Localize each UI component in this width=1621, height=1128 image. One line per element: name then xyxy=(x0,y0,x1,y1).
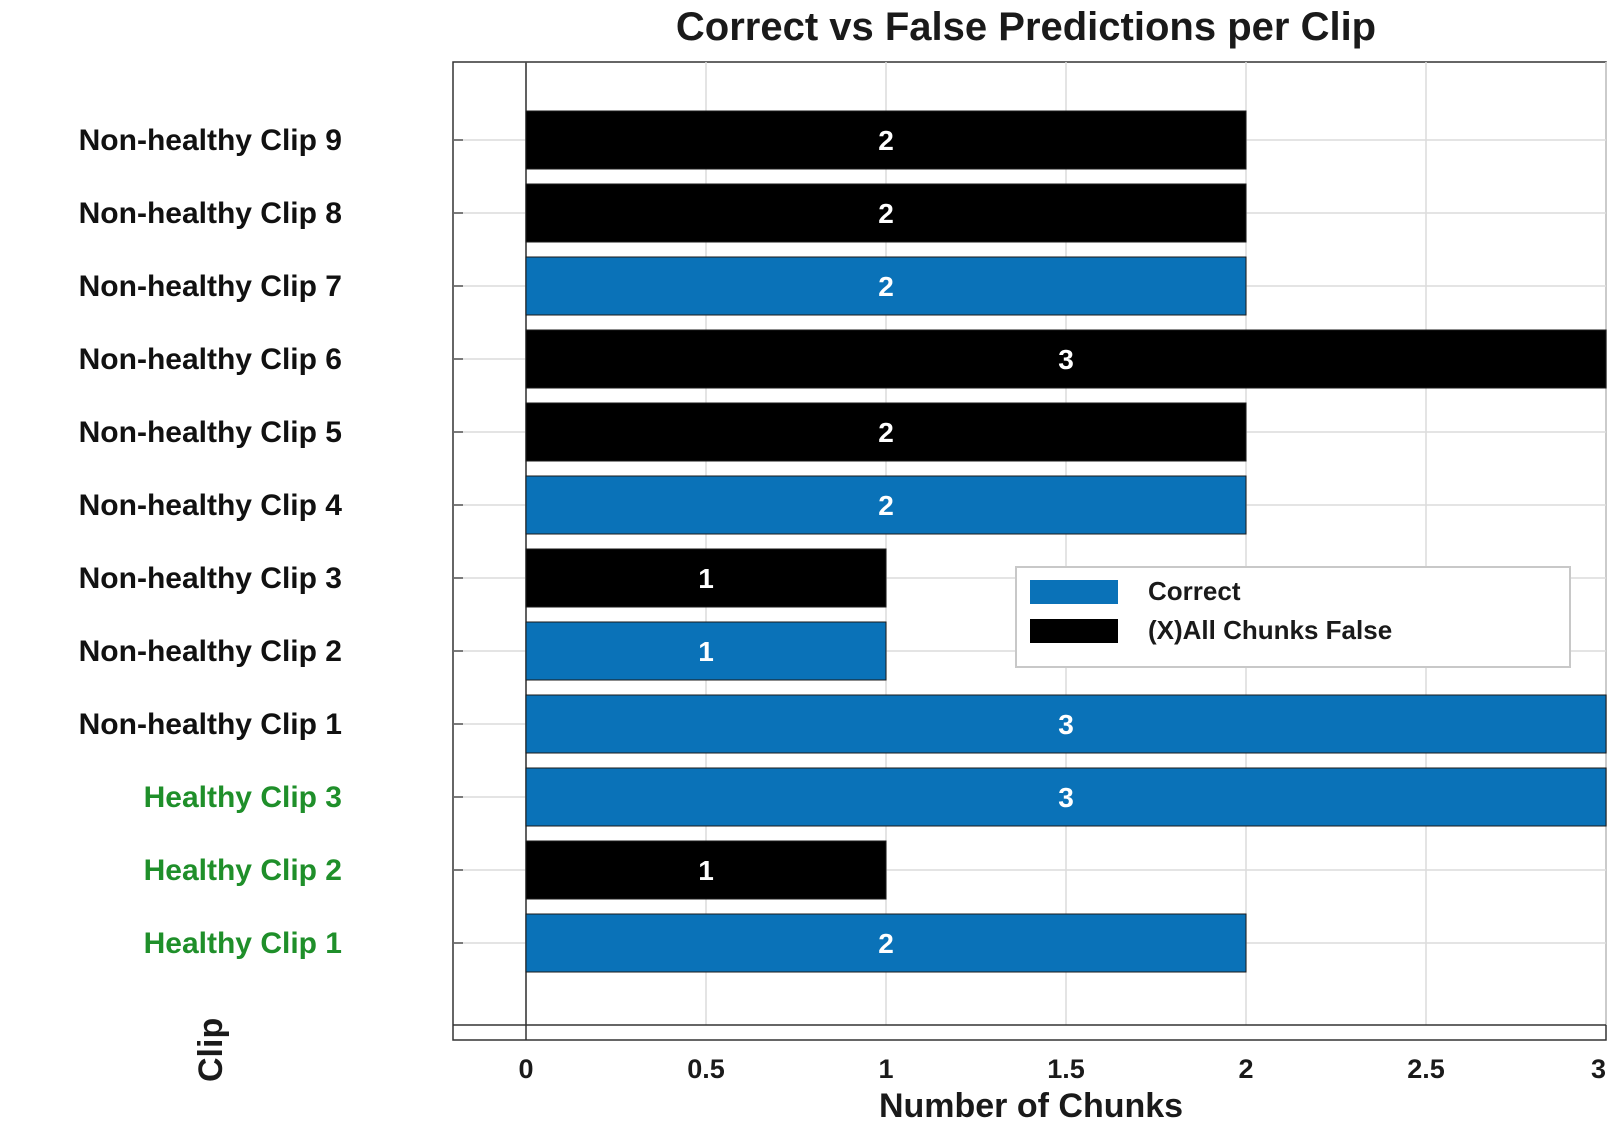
bar-value-label: 2 xyxy=(878,928,894,959)
bar xyxy=(525,475,1247,535)
x-tick-label: 1 xyxy=(878,1054,893,1084)
x-tick-labels: 0 0.5 1 1.5 2 2.5 3 xyxy=(518,1054,1606,1084)
bar xyxy=(525,913,1247,973)
bar xyxy=(525,183,1247,243)
bar xyxy=(525,402,1247,462)
legend-label-correct: Correct xyxy=(1148,576,1241,606)
x-tick-label: 2 xyxy=(1238,1054,1253,1084)
x-tick-label: 1.5 xyxy=(1047,1054,1085,1084)
bar xyxy=(525,621,887,681)
y-tick-label: Non-healthy Clip 6 xyxy=(79,343,342,376)
y-tick-label: Healthy Clip 1 xyxy=(144,927,342,960)
chart-title: Correct vs False Predictions per Clip xyxy=(676,5,1376,49)
bar-value-label: 1 xyxy=(698,855,714,886)
bar xyxy=(525,840,887,900)
x-tick-label: 2.5 xyxy=(1407,1054,1445,1084)
bar-value-label: 3 xyxy=(1058,709,1074,740)
bar-value-label: 3 xyxy=(1058,344,1074,375)
legend-swatch-correct xyxy=(1030,580,1118,604)
x-tick-label: 0.5 xyxy=(687,1054,725,1084)
x-tick-label: 0 xyxy=(518,1054,533,1084)
bar xyxy=(525,767,1607,827)
y-axis-label: Clip xyxy=(192,1018,230,1082)
bar xyxy=(525,329,1607,389)
bar-value-label: 2 xyxy=(878,490,894,521)
bar-value-label: 3 xyxy=(1058,782,1074,813)
y-tick-label: Non-healthy Clip 1 xyxy=(79,708,342,741)
y-tick-labels: Healthy Clip 1 Healthy Clip 2 Healthy Clip… xyxy=(79,124,463,960)
x-axis-label: Number of Chunks xyxy=(879,1087,1183,1125)
y-tick-label: Non-healthy Clip 7 xyxy=(79,270,342,303)
bar-value-label: 2 xyxy=(878,417,894,448)
y-tick-label: Non-healthy Clip 2 xyxy=(79,635,342,668)
bar-value-label: 1 xyxy=(698,563,714,594)
bar xyxy=(525,694,1607,754)
bar xyxy=(525,548,887,608)
y-tick-label: Non-healthy Clip 8 xyxy=(79,197,342,230)
bar-value-label: 1 xyxy=(698,636,714,667)
y-tick-label: Non-healthy Clip 5 xyxy=(79,416,342,449)
bar-value-label: 2 xyxy=(878,125,894,156)
bar xyxy=(525,256,1247,316)
y-tick-label: Healthy Clip 3 xyxy=(144,781,342,814)
bar xyxy=(525,110,1247,170)
y-tick-label: Non-healthy Clip 3 xyxy=(79,562,342,595)
bar-value-label: 2 xyxy=(878,198,894,229)
legend-label-false: (X)All Chunks False xyxy=(1148,615,1392,645)
bar-value-label: 2 xyxy=(878,271,894,302)
legend: Correct (X)All Chunks False xyxy=(1015,566,1571,668)
y-tick-label: Healthy Clip 2 xyxy=(144,854,342,887)
bars: 2 1 3 3 1 1 2 2 3 2 2 2 xyxy=(525,110,1607,973)
legend-swatch-false xyxy=(1030,619,1118,643)
y-tick-label: Non-healthy Clip 9 xyxy=(79,124,342,157)
x-tick-label: 3 xyxy=(1591,1054,1606,1084)
y-tick-label: Non-healthy Clip 4 xyxy=(79,489,343,522)
